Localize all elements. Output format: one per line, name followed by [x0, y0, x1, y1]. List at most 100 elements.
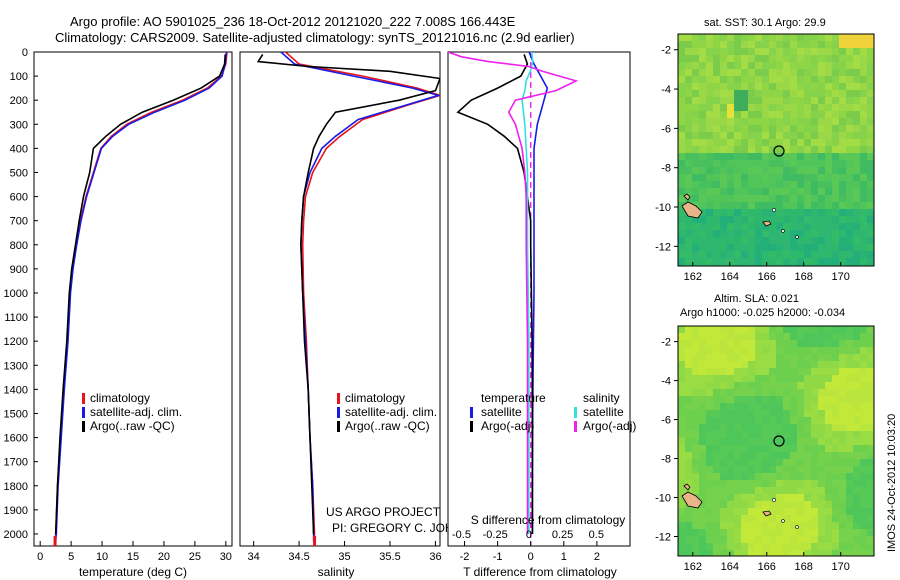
- map-cell: [706, 62, 713, 69]
- map-cell: [867, 118, 874, 125]
- map-cell: [762, 209, 769, 216]
- map-cell: [797, 76, 804, 83]
- map-cell: [818, 153, 825, 160]
- longitude-tick-label: 168: [795, 271, 813, 283]
- map-cell: [713, 139, 720, 146]
- sst-map-title: sat. SST: 30.1 Argo: 29.9: [704, 17, 826, 29]
- map-cell: [727, 146, 734, 153]
- map-cell: [790, 515, 797, 522]
- map-cell: [853, 209, 860, 216]
- map-cell: [811, 76, 818, 83]
- map-cell: [790, 258, 797, 265]
- map-cell: [832, 223, 839, 230]
- map-cell: [685, 340, 692, 347]
- map-cell: [797, 417, 804, 424]
- map-cell: [720, 368, 727, 375]
- map-cell: [804, 48, 811, 55]
- map-cell: [699, 354, 706, 361]
- map-cell: [727, 459, 734, 466]
- map-cell: [741, 536, 748, 543]
- map-cell: [811, 230, 818, 237]
- map-cell: [678, 508, 685, 515]
- legend-label-climatology: climatology: [90, 391, 150, 405]
- map-cell: [727, 34, 734, 41]
- map-cell: [713, 188, 720, 195]
- salinity-axis-label: salinity: [318, 565, 355, 579]
- map-cell: [811, 529, 818, 536]
- map-cell: [818, 438, 825, 445]
- map-cell: [783, 118, 790, 125]
- map-cell: [811, 174, 818, 181]
- map-cell: [769, 340, 776, 347]
- depth-tick-label: 400: [10, 143, 28, 155]
- map-cell: [685, 473, 692, 480]
- map-cell: [699, 48, 706, 55]
- map-cell: [783, 389, 790, 396]
- map-cell: [720, 174, 727, 181]
- map-cell: [706, 125, 713, 132]
- map-cell: [720, 62, 727, 69]
- map-cell: [825, 223, 832, 230]
- map-cell: [720, 438, 727, 445]
- map-cell: [748, 139, 755, 146]
- legend-label-s-satellite: satellite: [583, 405, 624, 419]
- map-cell: [678, 522, 685, 529]
- map-cell: [678, 326, 685, 333]
- map-cell: [867, 354, 874, 361]
- map-cell: [678, 195, 685, 202]
- map-cell: [776, 160, 783, 167]
- map-cell: [713, 153, 720, 160]
- map-cell: [783, 111, 790, 118]
- t-difference-tick-labels: -2 -1 0 1 2: [460, 541, 600, 563]
- map-cell: [846, 333, 853, 340]
- map-cell: [811, 438, 818, 445]
- map-cell: [804, 487, 811, 494]
- s-diff-tick-label: -0.5: [452, 529, 471, 541]
- island: [762, 510, 772, 517]
- map-cell: [790, 494, 797, 501]
- map-cell: [811, 62, 818, 69]
- map-cell: [692, 97, 699, 104]
- map-cell: [692, 167, 699, 174]
- map-cell: [797, 230, 804, 237]
- map-cell: [790, 216, 797, 223]
- map-cell: [762, 522, 769, 529]
- map-cell: [867, 473, 874, 480]
- map-cell: [727, 111, 734, 118]
- map-cell: [762, 97, 769, 104]
- map-cell: [727, 466, 734, 473]
- legend-swatch-argo: [337, 421, 340, 432]
- map-cell: [832, 160, 839, 167]
- map-cell: [685, 417, 692, 424]
- sst-map-frame: [677, 33, 875, 267]
- map-cell: [839, 375, 846, 382]
- map-cell: [692, 529, 699, 536]
- map-cell: [713, 202, 720, 209]
- map-cell: [727, 543, 734, 550]
- map-cell: [713, 473, 720, 480]
- map-cell: [804, 90, 811, 97]
- map-cell: [811, 55, 818, 62]
- map-cell: [853, 55, 860, 62]
- map-cell: [867, 48, 874, 55]
- map-cell: [748, 473, 755, 480]
- legend-title-temperature: temperature: [481, 391, 546, 405]
- map-cell: [734, 251, 741, 258]
- map-cell: [811, 146, 818, 153]
- map-cell: [818, 452, 825, 459]
- map-cell: [734, 223, 741, 230]
- map-cell: [783, 188, 790, 195]
- map-cell: [825, 237, 832, 244]
- map-cell: [811, 445, 818, 452]
- map-cell: [706, 251, 713, 258]
- map-cell: [776, 389, 783, 396]
- map-cell: [706, 550, 713, 556]
- map-cell: [853, 494, 860, 501]
- map-cell: [748, 90, 755, 97]
- map-cell: [832, 118, 839, 125]
- map-cell: [741, 146, 748, 153]
- map-cell: [748, 445, 755, 452]
- map-cell: [776, 146, 783, 153]
- map-cell: [762, 104, 769, 111]
- sst-map-latitude-ticks: -2-4-6-8-10-12: [655, 45, 678, 253]
